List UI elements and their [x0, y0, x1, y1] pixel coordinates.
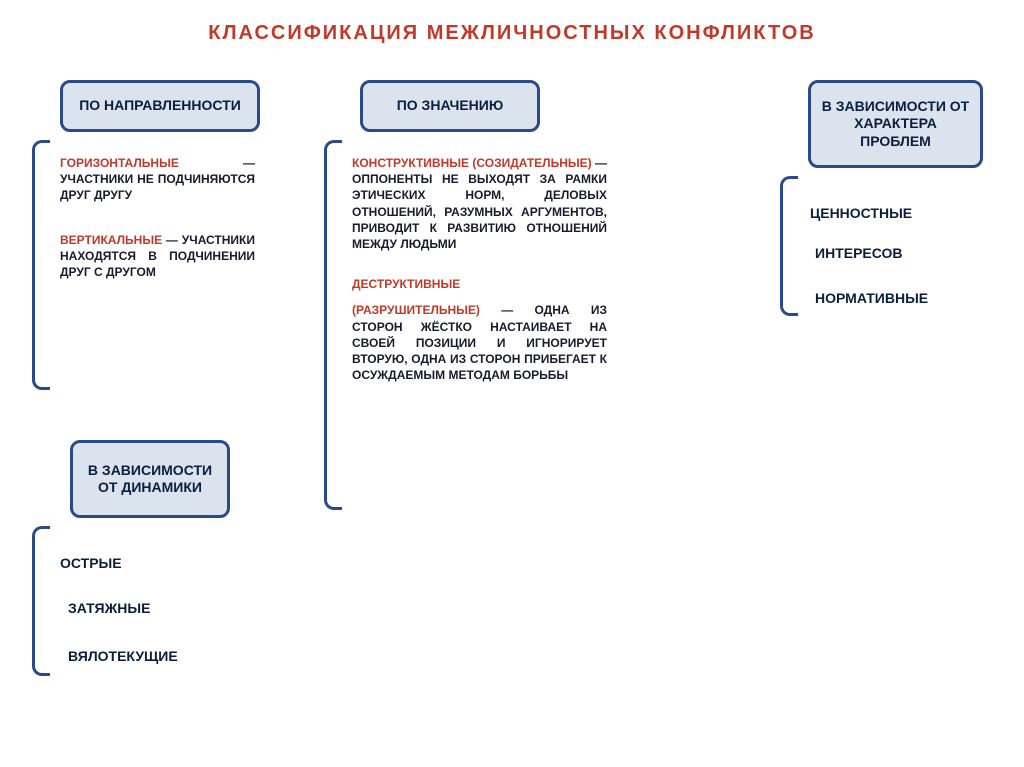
- bracket-problem-character: [780, 176, 798, 316]
- category-box-meaning-label: ПО ЗНАЧЕНИЮ: [397, 97, 504, 115]
- term-constructive: КОНСТРУКТИВНЫЕ (СОЗИДАТЕЛЬНЫЕ): [352, 156, 592, 170]
- category-box-meaning: ПО ЗНАЧЕНИЮ: [360, 80, 540, 132]
- bracket-dynamics: [32, 526, 50, 676]
- problem-item-values: ЦЕННОСТНЫЕ: [810, 205, 912, 221]
- meaning-item-destructive: ДЕСТРУКТИВНЫЕ (РАЗРУШИТЕЛЬНЫЕ) — ОДНА ИЗ…: [352, 276, 607, 383]
- dynamics-item-sluggish: ВЯЛОТЕКУЩИЕ: [68, 648, 178, 664]
- term-destructive-2: (РАЗРУШИТЕЛЬНЫЕ): [352, 303, 480, 317]
- term-vertical: ВЕРТИКАЛЬНЫЕ: [60, 233, 162, 247]
- problem-item-interests: ИНТЕРЕСОВ: [815, 245, 903, 261]
- category-box-direction: ПО НАПРАВЛЕННОСТИ: [60, 80, 260, 132]
- problem-item-normative: НОРМАТИВНЫЕ: [815, 290, 928, 306]
- bracket-direction: [32, 140, 50, 390]
- bracket-meaning: [324, 140, 342, 510]
- term-constructive-desc: — ОППОНЕНТЫ НЕ ВЫХОДЯТ ЗА РАМКИ ЭТИЧЕСКИ…: [352, 156, 607, 251]
- direction-content: ГОРИЗОНТАЛЬНЫЕ — УЧАСТНИКИ НЕ ПОДЧИНЯЮТС…: [60, 155, 255, 280]
- category-box-direction-label: ПО НАПРАВЛЕННОСТИ: [79, 97, 241, 115]
- direction-item-horizontal: ГОРИЗОНТАЛЬНЫЕ — УЧАСТНИКИ НЕ ПОДЧИНЯЮТС…: [60, 155, 255, 204]
- category-box-problem-character-label: В ЗАВИСИМОСТИ ОТ ХАРАКТЕРА ПРОБЛЕМ: [821, 98, 970, 151]
- meaning-item-constructive: КОНСТРУКТИВНЫЕ (СОЗИДАТЕЛЬНЫЕ) — ОППОНЕН…: [352, 155, 607, 252]
- category-box-dynamics-label: В ЗАВИСИМОСТИ ОТ ДИНАМИКИ: [83, 462, 217, 497]
- dynamics-item-acute: ОСТРЫЕ: [60, 555, 122, 571]
- category-box-problem-character: В ЗАВИСИМОСТИ ОТ ХАРАКТЕРА ПРОБЛЕМ: [808, 80, 983, 168]
- term-horizontal: ГОРИЗОНТАЛЬНЫЕ: [60, 156, 179, 170]
- term-destructive-1: ДЕСТРУКТИВНЫЕ: [352, 276, 607, 292]
- meaning-content: КОНСТРУКТИВНЫЕ (СОЗИДАТЕЛЬНЫЕ) — ОППОНЕН…: [352, 155, 607, 383]
- dynamics-item-prolonged: ЗАТЯЖНЫЕ: [68, 600, 150, 616]
- page-title: КЛАССИФИКАЦИЯ МЕЖЛИЧНОСТНЫХ КОНФЛИКТОВ: [0, 0, 1024, 53]
- direction-item-vertical: ВЕРТИКАЛЬНЫЕ — УЧАСТНИКИ НАХОДЯТСЯ В ПОД…: [60, 232, 255, 281]
- category-box-dynamics: В ЗАВИСИМОСТИ ОТ ДИНАМИКИ: [70, 440, 230, 518]
